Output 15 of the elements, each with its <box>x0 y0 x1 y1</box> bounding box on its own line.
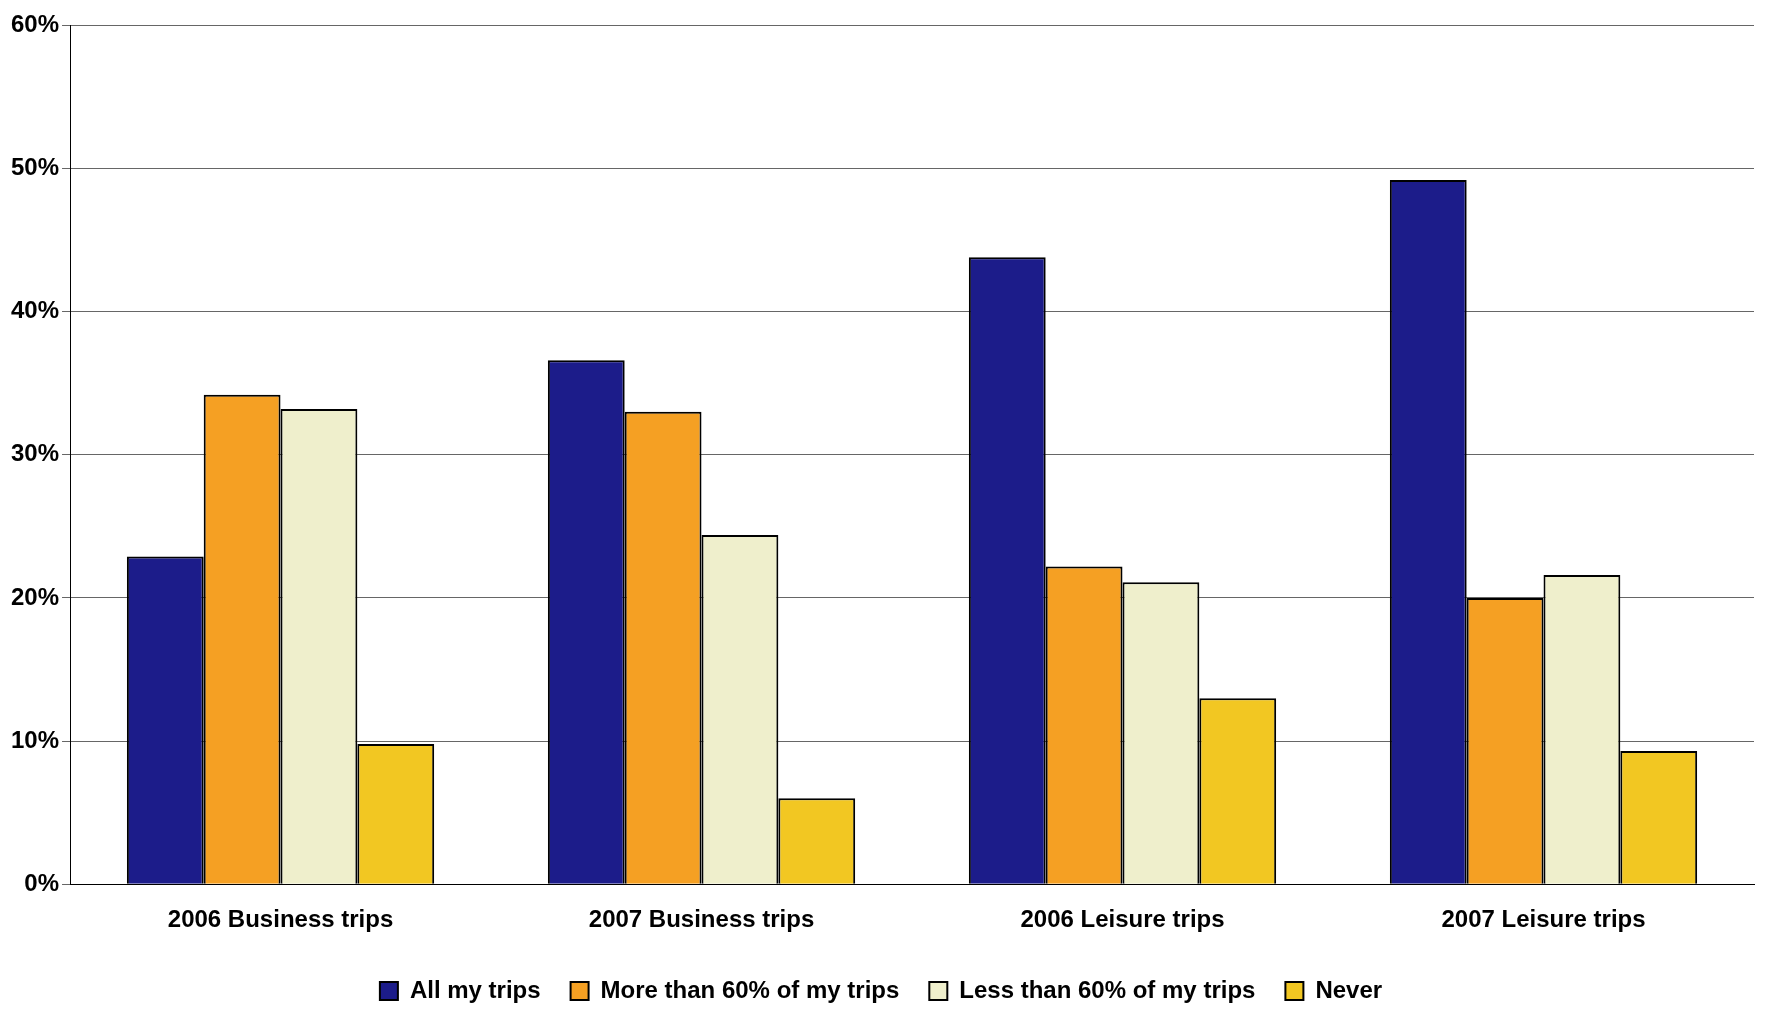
x-tick-label: 2007 Leisure trips <box>1441 905 1646 933</box>
y-tick-label: 10% <box>10 725 60 753</box>
legend-label: Never <box>1315 975 1383 1003</box>
y-tick-label: 20% <box>10 582 60 610</box>
x-tick-label: 2006 Leisure trips <box>1020 905 1225 933</box>
legend-label: All my trips <box>409 975 541 1003</box>
x-tick-label: 2007 Business trips <box>588 905 815 933</box>
y-tick-label: 50% <box>10 153 60 181</box>
x-tick-label: 2006 Business trips <box>167 905 394 933</box>
legend-label: More than 60% of my trips <box>600 975 900 1003</box>
y-tick-label: 60% <box>10 10 60 38</box>
y-tick-label: 30% <box>10 439 60 467</box>
legend-label: Less than 60% of my trips <box>959 975 1256 1003</box>
y-tick-label: 40% <box>10 296 60 324</box>
y-tick-label: 0% <box>24 868 60 896</box>
